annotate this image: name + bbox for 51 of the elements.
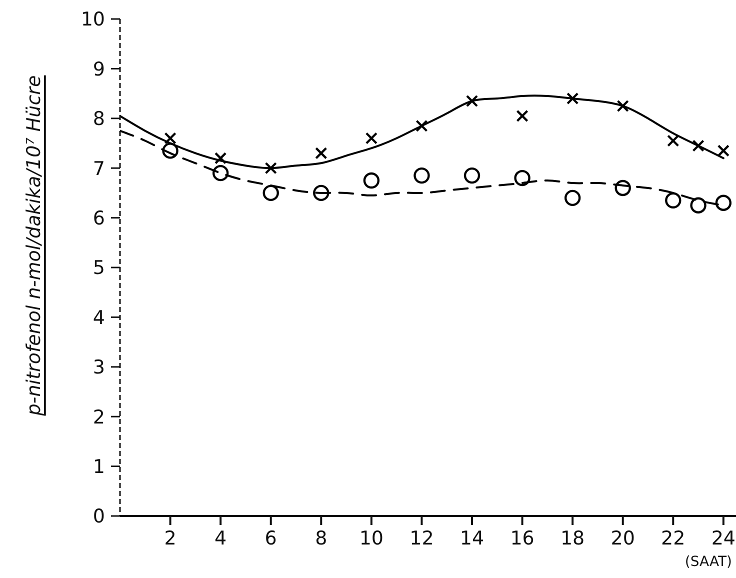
point (690, 197, 706, 214)
point (466, 94, 478, 108)
y-tick-label: 2 (92, 406, 105, 428)
point (214, 152, 227, 164)
point (212, 164, 229, 182)
x-tick-label: 2 (164, 527, 176, 550)
point (715, 194, 732, 211)
x-tick-label: 20 (610, 527, 635, 550)
point (264, 162, 277, 174)
x-tick-label: 12 (410, 527, 434, 550)
x-tick-label: 22 (661, 527, 686, 550)
y-tick-label: 0 (92, 506, 105, 528)
y-tick-label: 7 (92, 158, 105, 180)
y-tick-label: 9 (92, 58, 105, 80)
point (365, 132, 378, 144)
point (566, 92, 579, 105)
point (414, 167, 430, 184)
point (313, 184, 330, 202)
x-tick-label: 16 (510, 527, 534, 550)
x-tick-label: 4 (214, 527, 227, 550)
point (516, 110, 528, 122)
y-tick-label: 3 (92, 356, 105, 379)
x-axis-title: (SAAT) (684, 554, 732, 570)
point (692, 140, 704, 152)
point (614, 180, 631, 196)
x-tick-label: 8 (315, 527, 328, 550)
y-tick-label: 6 (92, 208, 105, 230)
y-tick-label: 10 (80, 8, 105, 31)
x-tick-label: 6 (264, 527, 277, 550)
y-tick-label: 1 (92, 456, 105, 478)
y-axis-title: p-nitrofenol n-mol/dakika/10⁷ Hücre (23, 75, 45, 417)
point (164, 132, 176, 144)
x-tick-label: 14 (460, 527, 484, 550)
point (564, 190, 581, 206)
y-tick-label: 4 (92, 306, 105, 329)
x-tick-label: 18 (560, 527, 585, 550)
y-tick-label: 8 (92, 108, 105, 130)
point (315, 147, 328, 160)
point (667, 134, 680, 147)
point (464, 167, 480, 184)
point (717, 144, 730, 157)
point (514, 170, 530, 186)
point (162, 142, 178, 159)
y-tick-label: 5 (92, 257, 105, 280)
point (363, 172, 380, 189)
point (416, 120, 428, 132)
x-tick-label: 24 (711, 527, 736, 550)
point (616, 100, 629, 112)
point (262, 184, 279, 202)
x-tick-label: 10 (359, 527, 384, 550)
point (665, 192, 682, 209)
